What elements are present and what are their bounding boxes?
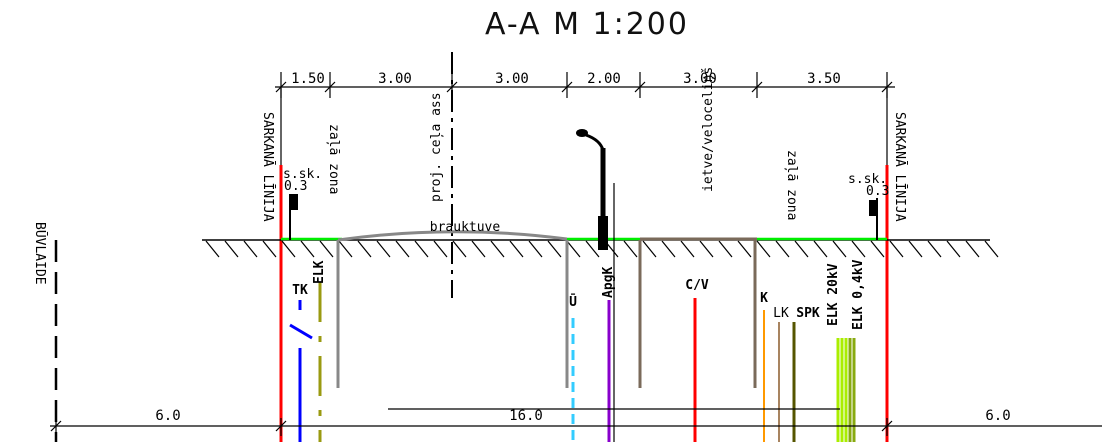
hatch-mark [585,240,600,258]
dim-bottom-left: 6.0 [155,408,180,424]
green-zone-right-label: zaļā zona [784,150,799,220]
hatch-mark [851,240,866,258]
hatch-mark [452,240,467,258]
hatch-mark [718,240,733,258]
hatch-mark [566,240,581,258]
hatch-mark [699,240,714,258]
utility-elk20-bundle [836,338,848,442]
road-sign-left [289,194,298,240]
drawing-title: A-A M 1:200 [485,7,689,42]
hatch-mark [870,240,885,258]
hatch-mark [737,240,752,258]
hatch-mark [908,240,923,258]
hatch-mark [528,240,543,258]
dim-bottom-middle: 16.0 [509,408,543,424]
utility-elk04-bundle [848,338,856,442]
hatch-mark [965,240,980,258]
hatch-mark [490,240,505,258]
sidewalk-label: ietve/veloceliņš [701,67,716,192]
red-line-left-label: SARKANĀ LĪNIJA [260,112,275,222]
hatch-mark [927,240,942,258]
hatch-mark [319,240,334,258]
hatch-mark [984,240,999,258]
hatch-mark [357,240,372,258]
hatch-mark [471,240,486,258]
road-axis-label: proj. ceļa ass [429,92,444,202]
dim-top-6: 3.50 [807,71,841,87]
sign-right-value: 0.3 [866,184,889,199]
utility-cv-label: C/V [685,278,709,293]
dim-top-4: 2.00 [587,71,621,87]
utility-elk-left-label: ELK [312,260,327,284]
hatch-mark [661,240,676,258]
utility-apg-label: ApgK [601,267,616,298]
hatch-mark [281,240,296,258]
utility-tk-label: TK [292,283,308,298]
dim-top-2: 3.00 [378,71,412,87]
hatch-mark [832,240,847,258]
hatch-mark [300,240,315,258]
hatch-mark [813,240,828,258]
red-line-right-label: SARKANĀ LĪNIJA [892,112,907,222]
hatch-mark [756,240,771,258]
hatch-mark [547,240,562,258]
building-line-label: BŪVLAIDE [32,222,47,285]
hatch-mark [243,240,258,258]
bottom-dimension-chain [50,418,1102,436]
dim-top-1: 1.50 [291,71,325,87]
utility-spk-label: SPK [796,306,820,321]
sign-right-label: s.sk. [848,172,887,187]
hatch-mark [889,240,904,258]
hatch-mark [414,240,429,258]
hatch-mark [946,240,961,258]
utility-tk-diagonal [289,323,313,340]
roadway-label: brauktuve [430,220,501,235]
dim-top-5: 3.00 [683,71,717,87]
roadway-surface [337,230,568,242]
hatch-mark [509,240,524,258]
hatch-mark [395,240,410,258]
green-zone-left-label: zaļā zona [326,124,341,194]
hatch-mark [794,240,809,258]
top-dimension-chain [275,72,895,98]
hatch-mark [262,240,277,258]
sign-left-label: s.sk. [283,167,322,182]
dim-top-3: 3.00 [495,71,529,87]
sign-left-value: 0.3 [284,179,307,194]
hatch-mark [623,240,638,258]
hatch-mark [680,240,695,258]
hatch-mark [775,240,790,258]
hatch-mark [433,240,448,258]
utility-elk04-label: ELK 0,4kV [851,259,866,330]
hatch-mark [376,240,391,258]
street-light [576,129,608,250]
road-sign-right [869,198,878,240]
dim-bottom-right: 6.0 [985,408,1010,424]
utility-k-label: K [760,291,768,306]
hatch-mark [224,240,239,258]
hatch-mark [205,240,220,258]
utility-elk20-label: ELK 20kV [826,263,841,326]
utility-u-label: Ū [569,294,577,310]
hatch-mark [338,240,353,258]
hatch-mark [642,240,657,258]
utility-lk-label: LK [773,306,789,321]
